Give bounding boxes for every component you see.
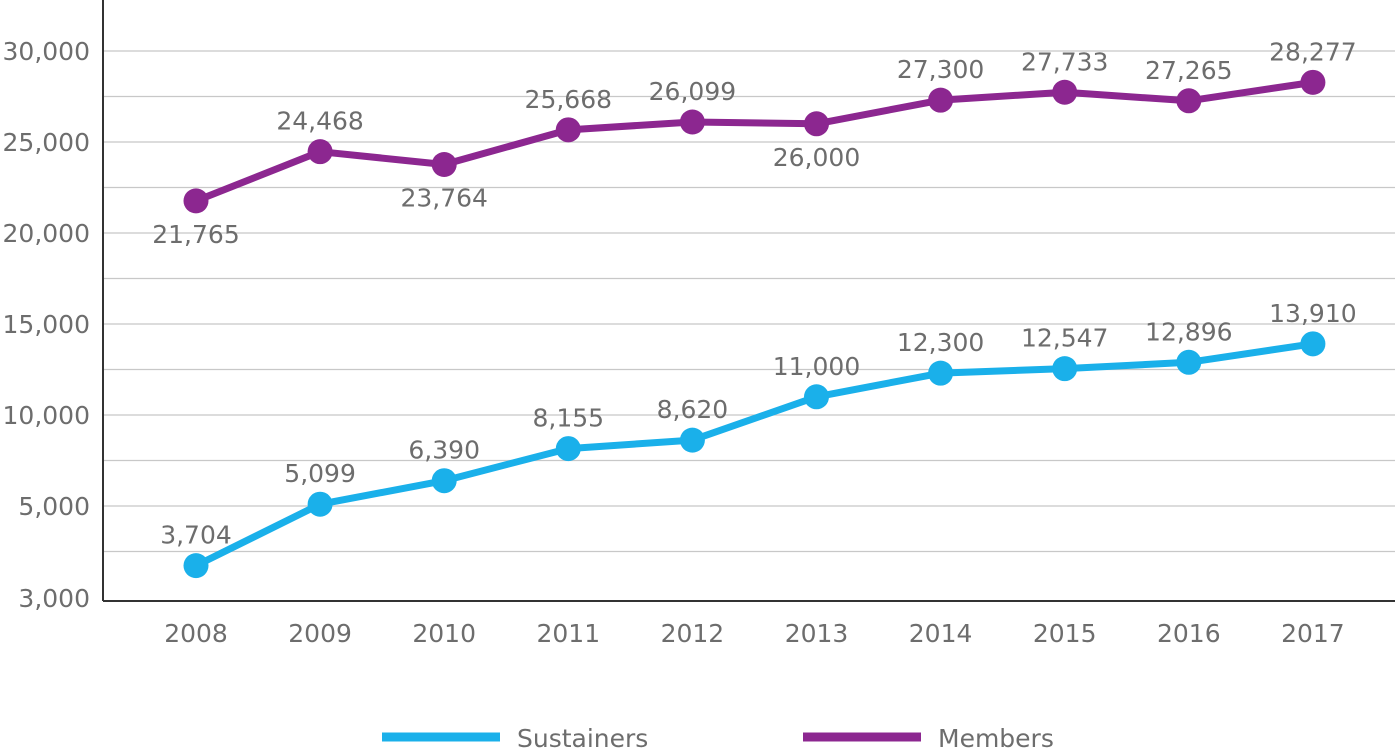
data-point [307,491,333,517]
data-label: 8,620 [657,395,729,424]
series-line [194,340,1314,569]
data-label: 27,733 [1021,47,1108,76]
data-label: 11,000 [773,352,860,381]
data-label: 3,704 [160,521,232,550]
x-tick-label: 2009 [288,619,352,648]
data-point [555,436,581,462]
data-label: 27,265 [1145,56,1232,85]
data-point [1176,349,1202,375]
data-point [1052,356,1078,382]
legend-label: Members [938,724,1054,748]
y-tick-label: 30,000 [3,37,90,66]
data-label: 5,099 [284,459,356,488]
data-label: 24,468 [276,107,363,136]
data-point [679,427,705,453]
data-label: 27,300 [897,55,984,84]
x-tick-label: 2008 [164,619,228,648]
x-tick-label: 2014 [909,619,973,648]
data-label: 8,155 [533,404,605,433]
data-label: 12,896 [1145,317,1232,346]
x-tick-label: 2012 [661,619,725,648]
data-point [431,151,457,177]
series-line [194,78,1314,205]
series-members: 21,765 24,468 23,764 25,668 26,099 26,000 27,3… [152,37,1356,249]
data-point [183,553,209,579]
legend: Sustainers Members [382,724,1054,748]
data-label: 12,547 [1021,324,1108,353]
data-point [1176,88,1202,114]
data-point [307,139,333,165]
data-label: 26,099 [649,77,736,106]
y-tick-label: 15,000 [3,310,90,339]
x-tick-label: 2013 [785,619,849,648]
data-label: 25,668 [525,85,612,114]
x-tick-label: 2011 [536,619,600,648]
x-tick-label: 2017 [1281,619,1345,648]
data-point [928,87,954,113]
data-point [804,384,829,410]
x-tick-label: 2016 [1157,619,1221,648]
data-label: 23,764 [400,183,487,212]
y-axis-tick-labels: 3,000 5,000 10,000 15,000 20,000 25,000 30,000 [3,37,90,613]
data-point [1300,331,1326,357]
data-point [804,111,829,137]
x-tick-label: 2010 [412,619,476,648]
y-tick-label: 10,000 [3,401,90,430]
x-axis-tick-labels: 2008 2009 2010 2011 2012 2013 2014 2015 2016 2017 [164,619,1345,648]
x-tick-label: 2015 [1033,619,1097,648]
legend-label: Sustainers [517,724,648,748]
y-tick-label: 20,000 [3,219,90,248]
y-tick-label: 25,000 [3,128,90,157]
data-label: 6,390 [408,436,480,465]
y-tick-label: 3,000 [18,584,90,613]
y-tick-label: 5,000 [18,492,90,521]
series-layer: 3,704 5,099 6,390 8,155 8,620 11,000 12,300 12,… [152,37,1357,579]
data-point [1052,79,1078,105]
data-label: 21,765 [152,220,239,249]
data-point [928,360,954,386]
data-point [555,117,581,143]
data-label: 13,910 [1269,299,1356,328]
data-label: 28,277 [1269,37,1356,66]
data-label: 26,000 [773,143,860,172]
data-point [183,188,209,214]
data-point [679,109,705,135]
data-point [1300,69,1326,95]
data-point [431,468,457,494]
data-label: 12,300 [897,328,984,357]
series-sustainers: 3,704 5,099 6,390 8,155 8,620 11,000 12,300 12,… [160,299,1357,579]
